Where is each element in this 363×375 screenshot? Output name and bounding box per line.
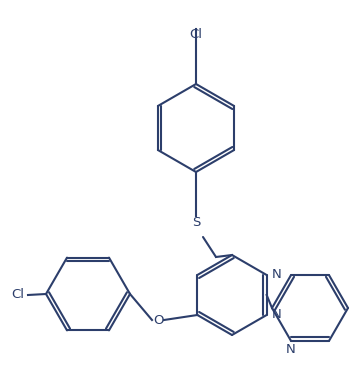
Text: Cl: Cl: [189, 28, 203, 42]
Text: S: S: [192, 216, 200, 228]
Text: N: N: [286, 343, 296, 356]
Text: N: N: [272, 309, 281, 321]
Text: O: O: [153, 314, 163, 327]
Text: Cl: Cl: [12, 288, 24, 302]
Text: N: N: [272, 268, 281, 282]
